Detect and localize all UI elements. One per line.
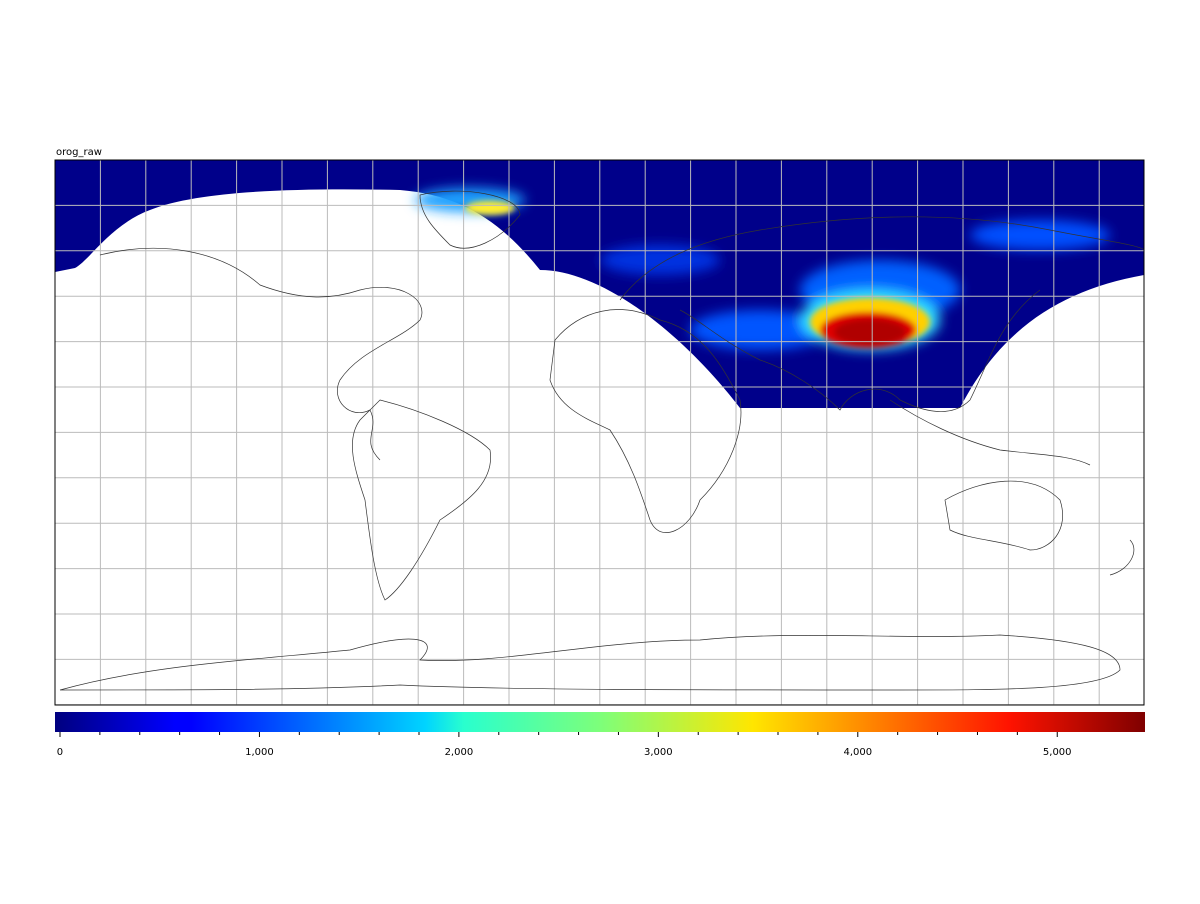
colorbar-axis: 0 1,000 2,000 3,000 4,000 5,000 [57, 732, 1072, 758]
colorbar-tick-label: 4,000 [843, 747, 872, 758]
colorbar-tick-label: 2,000 [445, 747, 474, 758]
map-title: orog_raw [56, 147, 102, 158]
map [55, 160, 1144, 705]
map-frame [54, 159, 1145, 706]
colorbar-tick-label: 1,000 [245, 747, 274, 758]
coastlines [59, 190, 1144, 691]
graticule [55, 160, 1144, 705]
colorbar-tick-label: 5,000 [1043, 747, 1072, 758]
colorbar [55, 712, 1145, 732]
colorbar-tick-label: 0 [57, 747, 63, 758]
colorbar-tick-label: 3,000 [644, 747, 673, 758]
